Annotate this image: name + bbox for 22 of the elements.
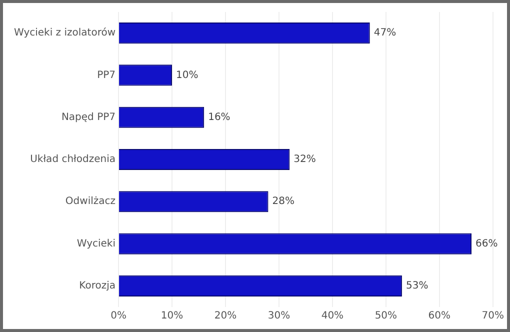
- y-tick-label: Odwilżacz: [65, 196, 116, 208]
- y-tick-label: PP7: [97, 70, 116, 81]
- x-tick-label: 20%: [214, 310, 237, 322]
- y-tick-label: Korozja: [79, 280, 116, 292]
- y-tick-label: Wycieki z izolatorów: [14, 28, 116, 39]
- x-tick-label: 30%: [268, 310, 290, 322]
- data-label: 10%: [176, 70, 198, 81]
- y-tick-label: Napęd PP7: [61, 112, 116, 123]
- data-label: 53%: [406, 280, 428, 292]
- data-label: 16%: [208, 112, 230, 123]
- x-tick-label: 60%: [428, 310, 451, 322]
- x-tick-label: 0%: [110, 310, 126, 322]
- data-label: 47%: [374, 28, 396, 39]
- y-tick-label: Układ chłodzenia: [30, 154, 116, 166]
- x-tick-label: 10%: [160, 310, 184, 322]
- x-tick-label: 70%: [482, 310, 504, 322]
- data-label: 28%: [272, 196, 294, 208]
- data-label: 32%: [294, 154, 316, 166]
- x-tick-label: 40%: [321, 310, 344, 322]
- y-tick-label: Wycieki: [76, 238, 116, 250]
- x-tick-label: 50%: [374, 310, 398, 322]
- data-label: 66%: [475, 238, 498, 250]
